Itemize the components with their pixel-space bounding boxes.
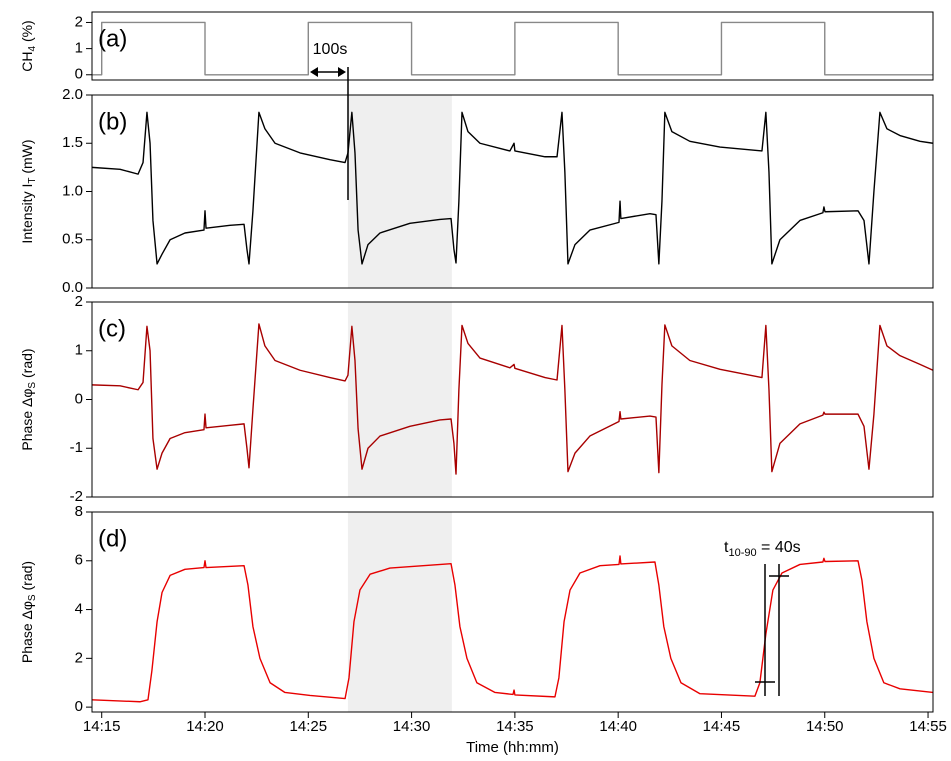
y-tick-label: -1	[70, 439, 83, 456]
annotation-part: 10-90	[728, 547, 756, 559]
y-tick-label: -2	[70, 488, 83, 505]
y-axis-label-part: T	[27, 178, 38, 184]
data-line	[91, 555, 934, 703]
x-tick-label: 14:30	[393, 718, 431, 735]
plot-frame	[91, 301, 934, 498]
x-tick-label: 14:40	[599, 718, 637, 735]
y-axis-label-part: Intensity I	[19, 184, 35, 244]
y-tick-label: 1	[75, 342, 83, 359]
panel-label: (a)	[98, 25, 127, 52]
highlight-band	[347, 512, 452, 712]
y-tick-label: 8	[75, 503, 83, 520]
y-axis-label-part: CH	[19, 52, 35, 72]
data-line	[91, 111, 934, 265]
x-tick-label: 14:20	[186, 718, 224, 735]
x-axis-label: Time (hh:mm)	[466, 739, 559, 756]
y-axis-label: Intensity IT (mW)	[19, 139, 38, 243]
y-axis-label-part: (rad)	[19, 561, 35, 594]
y-tick-label: 0.0	[62, 279, 83, 296]
data-line	[91, 323, 934, 475]
y-axis-label: Phase ΔφS (rad)	[19, 561, 38, 663]
y-axis-label-part: (rad)	[19, 348, 35, 381]
annotation-part: = 40s	[757, 539, 801, 556]
annotation: t10-90 = 40s	[724, 539, 801, 559]
highlight-band	[347, 302, 452, 497]
y-tick-label: 0	[75, 390, 83, 407]
y-axis-label: Phase ΔφS (rad)	[19, 348, 38, 450]
y-axis-label-part: 4	[27, 46, 38, 52]
y-axis-label-part: Phase Δφ	[19, 389, 35, 451]
x-tick-label: 14:35	[496, 718, 534, 735]
y-axis-label: CH4 (%)	[19, 20, 38, 71]
data-line	[92, 21, 933, 76]
y-tick-label: 6	[75, 552, 83, 569]
y-tick-label: 4	[75, 601, 83, 618]
y-axis-label-part: S	[27, 594, 38, 601]
x-tick-label: 14:45	[703, 718, 741, 735]
y-tick-label: 2	[75, 293, 83, 310]
panel-label: (c)	[98, 315, 126, 342]
y-axis-label-part: (%)	[19, 20, 35, 46]
y-tick-label: 1.5	[62, 134, 83, 151]
arrow-heads	[310, 67, 346, 77]
y-tick-label: 0.5	[62, 231, 83, 248]
y-tick-label: 1.0	[62, 182, 83, 199]
highlight-band	[347, 95, 452, 288]
y-axis-label-part: Phase Δφ	[19, 601, 35, 663]
y-tick-label: 2	[75, 649, 83, 666]
panel-label: (d)	[98, 525, 127, 552]
panel-label: (b)	[98, 108, 127, 135]
annotation: 100s	[313, 41, 348, 58]
x-tick-label: 14:25	[290, 718, 328, 735]
annotation-part: t	[724, 539, 729, 556]
x-tick-label: 14:55	[909, 718, 947, 735]
y-axis-label-part: (mW)	[19, 139, 35, 177]
y-tick-label: 2	[75, 13, 83, 30]
y-tick-label: 2.0	[62, 86, 83, 103]
y-axis-label-part: S	[27, 382, 38, 389]
y-tick-label: 1	[75, 40, 83, 57]
plot-frame	[91, 94, 934, 289]
annotations: 100s t10-90 = 40s	[310, 41, 801, 696]
y-tick-label: 0	[75, 698, 83, 715]
x-tick-label: 14:15	[83, 718, 121, 735]
plot-frame	[91, 11, 934, 81]
x-tick-label: 14:50	[806, 718, 844, 735]
y-tick-label: 0	[75, 66, 83, 83]
plot-frame	[91, 511, 934, 713]
